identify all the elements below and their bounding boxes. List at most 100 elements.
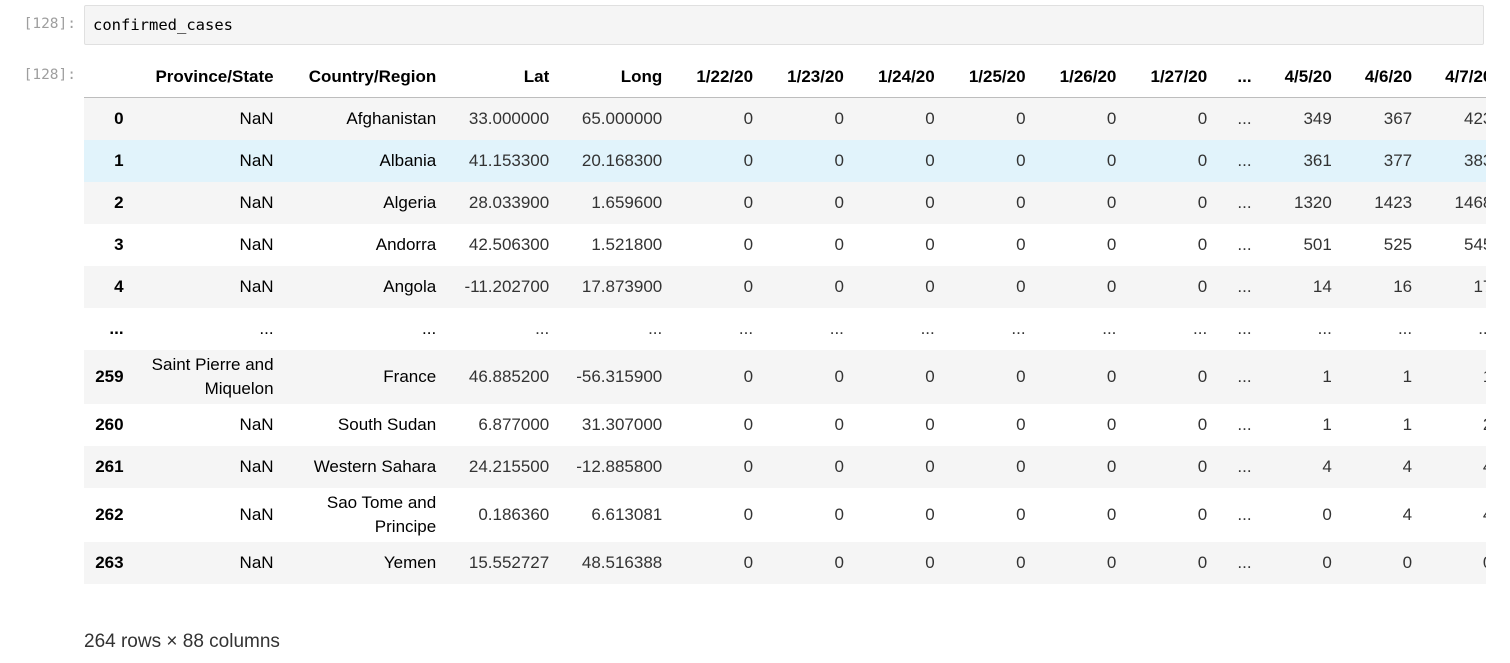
table-cell: 0 [1197, 234, 1208, 254]
table-cell: 1 [1402, 366, 1413, 386]
table-row[interactable]: 261 NaN Western Sahara 24.215500 -12.885800 0… [84, 445, 1486, 488]
table-cell: ... [1478, 318, 1486, 338]
table-cell: 0 [1197, 276, 1208, 296]
table-cell: 4 [1421, 488, 1486, 542]
table-body: 0 NaN Afghanistan 33.000000 65.000000 0 0 0 0 0 0.… [84, 97, 1486, 584]
table-cell: 0 [1106, 150, 1117, 170]
table-cell: ... [1237, 234, 1252, 254]
table-cell: 0 [834, 234, 844, 254]
table-row[interactable]: 259 Saint Pierre and Miquelon France 46.885… [84, 349, 1486, 404]
shape-note: 264 rows × 88 columns [84, 631, 280, 652]
table-cell: 28.033900 [468, 192, 550, 212]
table-cell: -11.202700 [464, 276, 550, 296]
table-cell: ... [1102, 318, 1117, 338]
table-cell: NaN [239, 150, 274, 170]
table-cell: Saint Pierre and Miquelon [151, 354, 274, 398]
table-cell: 0 [834, 108, 844, 128]
table-cell: Sao Tome and Principe [326, 492, 437, 536]
table-cell: 24.215500 [468, 456, 550, 476]
table-cell: France [383, 366, 437, 386]
table-cell: 0 [743, 234, 754, 254]
table-cell: ... [1237, 276, 1252, 296]
table-cell: 377 [1383, 150, 1413, 170]
row-index: 263 [95, 552, 124, 572]
table-cell: 0 [834, 150, 844, 170]
table-cell: -12.885800 [576, 456, 663, 476]
table-row[interactable]: 2 NaN Algeria 28.033900 1.659600 0 0 0 0 0 0... 132… [84, 181, 1486, 224]
table-cell: 4 [1421, 446, 1486, 488]
table-cell: 14 [1312, 276, 1332, 296]
table-cell: ... [1317, 318, 1332, 338]
table-cell: 33.000000 [468, 108, 550, 128]
table-cell: 4 [1402, 504, 1413, 524]
table-cell: 0 [1322, 504, 1332, 524]
table-row[interactable]: 262 NaN Sao Tome and Principe 0.186360 6.613… [84, 487, 1486, 542]
table-cell: ... [1237, 108, 1252, 128]
table-cell: 0 [1016, 108, 1026, 128]
table-cell: 16 [1393, 276, 1413, 296]
table-cell: 2 [1421, 404, 1486, 446]
table-cell: 41.153300 [468, 150, 550, 170]
table-cell: 1 [1421, 350, 1486, 404]
table-cell: 0 [834, 504, 844, 524]
table-cell: 525 [1383, 234, 1413, 254]
code-text[interactable]: confirmed_cases [93, 16, 233, 34]
table-cell: 0.186360 [478, 504, 550, 524]
column-header: 1/22/20 [671, 56, 763, 98]
table-cell: 0 [1106, 456, 1117, 476]
column-header: 1/24/20 [852, 56, 944, 98]
table-cell: 0 [1016, 552, 1026, 572]
table-cell: 0 [925, 150, 935, 170]
row-index: 262 [95, 504, 124, 524]
row-index: 260 [95, 414, 124, 434]
table-row[interactable]: 4 NaN Angola -11.202700 17.873900 0 0 0 0 0 0... 14… [84, 265, 1486, 308]
table-cell: 0 [925, 234, 935, 254]
table-cell: 367 [1383, 108, 1413, 128]
table-cell: 0 [834, 552, 844, 572]
table-cell: ... [648, 318, 663, 338]
table-cell: 0 [743, 366, 754, 386]
row-index: 2 [114, 192, 124, 212]
table-cell: 0 [743, 456, 754, 476]
table-row[interactable]: 260 NaN South Sudan 6.877000 31.307000 0 0 0 0 0 0… [84, 403, 1486, 446]
row-index: 261 [95, 456, 124, 476]
output-prompt: [128]: [23, 67, 76, 83]
table-cell: 4 [1402, 456, 1413, 476]
table-cell: 545 [1464, 234, 1486, 254]
table-cell: 0 [925, 192, 935, 212]
table-row[interactable]: ........................................… [84, 307, 1486, 350]
table-cell: 0 [1106, 504, 1117, 524]
table-cell: 0 [743, 414, 754, 434]
column-header: 1/25/20 [943, 56, 1035, 98]
table-row[interactable]: 3 NaN Andorra 42.506300 1.521800 0 0 0 0 0 0... 501… [84, 223, 1486, 266]
table-row[interactable]: 263 NaN Yemen 15.552727 48.516388 0 0 0 0 0 0... 0 0… [84, 541, 1486, 584]
code-editor[interactable]: confirmed_cases [84, 5, 1484, 45]
table-cell: Albania [379, 150, 437, 170]
table-cell: 17 [1473, 276, 1486, 296]
table-cell: 423 [1464, 108, 1486, 128]
table-cell: 15.552727 [468, 552, 550, 572]
table-cell: 0 [834, 276, 844, 296]
table-cell: 6.613081 [591, 504, 663, 524]
table-cell: 0 [1016, 234, 1026, 254]
table-cell: ... [1237, 456, 1252, 476]
table-cell: 42.506300 [468, 234, 550, 254]
input-prompt: [128]: [23, 16, 76, 32]
table-cell: NaN [239, 414, 274, 434]
table-cell: 17.873900 [581, 276, 663, 296]
table-cell: 31.307000 [581, 414, 663, 434]
table-cell: 0 [1197, 414, 1208, 434]
table-cell: 0 [1421, 542, 1486, 584]
index-header [84, 56, 133, 98]
table-row[interactable]: 1 NaN Albania 41.153300 20.168300 0 0 0 0 0 0... 36… [84, 139, 1486, 182]
table-cell: 1.521800 [591, 234, 663, 254]
table-row[interactable]: 0 NaN Afghanistan 33.000000 65.000000 0 0 0 0 0 0.… [84, 97, 1486, 140]
table-cell: 0 [1106, 366, 1117, 386]
column-header: 1/27/20 [1125, 56, 1217, 98]
table-cell: 501 [1303, 234, 1332, 254]
table-cell: 0 [1197, 150, 1208, 170]
table-cell: 0 [743, 108, 754, 128]
table-cell: ... [1193, 318, 1208, 338]
table-header-row: Province/State Country/Region Lat Long 1/22/… [84, 56, 1486, 98]
output-area: Province/State Country/Region Lat Long 1/22/… [84, 56, 1486, 616]
